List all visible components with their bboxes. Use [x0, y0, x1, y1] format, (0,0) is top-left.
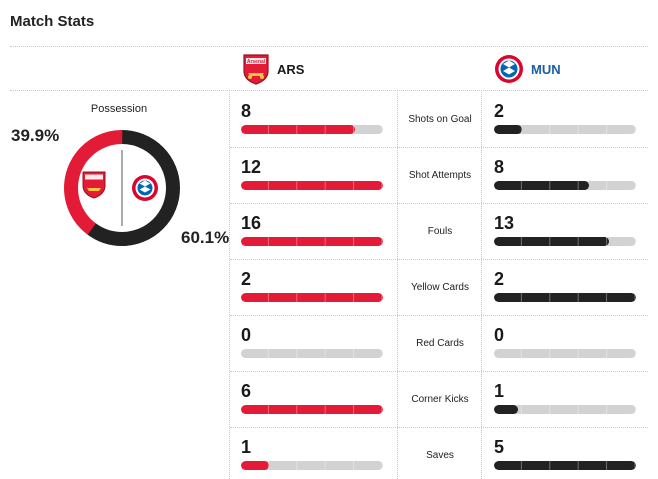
divider [10, 90, 648, 91]
stat-row: 12 Shot Attempts 8 [230, 147, 648, 203]
away-stat-bar-fill [494, 405, 519, 414]
divider [10, 46, 648, 47]
home-stat-bar-fill [241, 181, 383, 190]
column-divider [481, 90, 482, 479]
stat-row: 0 Red Cards 0 [230, 315, 648, 371]
home-stat-value: 2 [241, 269, 252, 289]
home-stat-bar-fill [241, 461, 270, 470]
row-divider [230, 259, 648, 260]
home-stat-bar-fill [241, 237, 383, 246]
away-stat-bar-fill [494, 237, 610, 246]
row-divider [230, 147, 648, 148]
away-stat-value: 5 [494, 437, 505, 457]
stat-label: Saves [426, 449, 454, 461]
away-possession-pct: 60.1% [181, 228, 230, 247]
away-stat-bar [494, 293, 636, 302]
home-stat-bar [241, 237, 383, 246]
away-stat-bar [494, 461, 636, 470]
page-title: Match Stats [10, 13, 95, 30]
away-stat-bar [494, 237, 636, 246]
possession-label: Possession [90, 103, 148, 115]
away-stat-bar [494, 181, 636, 190]
away-stat-bar-fill [494, 181, 590, 190]
bayern-crest-icon [495, 55, 523, 83]
bayern-crest-icon [132, 175, 158, 201]
stat-row: 1 Saves 5 [230, 427, 648, 479]
row-divider [230, 315, 648, 316]
home-stat-bar [241, 181, 383, 190]
home-stat-bar [241, 349, 383, 358]
home-stat-bar-fill [241, 405, 383, 414]
column-divider [397, 90, 398, 479]
away-stat-bar [494, 125, 636, 134]
row-divider [230, 203, 648, 204]
away-stat-value: 13 [494, 213, 515, 233]
stat-label: Shot Attempts [408, 169, 472, 181]
stat-row: 16 Fouls 13 [230, 203, 648, 259]
stat-label: Yellow Cards [411, 281, 469, 293]
stat-label: Shots on Goal [408, 113, 472, 125]
row-divider [230, 427, 648, 428]
away-stat-bar-fill [494, 293, 636, 302]
home-stat-bar [241, 293, 383, 302]
away-team-header[interactable]: MUN [494, 52, 561, 86]
away-stat-bar-fill [494, 125, 523, 134]
home-stat-bar [241, 125, 383, 134]
arsenal-crest-icon [82, 171, 106, 199]
stat-row: 8 Shots on Goal 2 [230, 91, 648, 147]
away-stat-value: 1 [494, 381, 505, 401]
home-stat-bar [241, 461, 383, 470]
home-stat-value: 16 [241, 213, 262, 233]
stat-label: Red Cards [416, 337, 464, 349]
home-team-header[interactable]: Arsenal ARS [242, 52, 304, 86]
home-stat-value: 1 [241, 437, 252, 457]
crest-lettering: Arsenal [247, 59, 266, 65]
home-team-abbr: ARS [277, 61, 305, 77]
stat-label: Fouls [427, 225, 453, 237]
home-stat-bar-fill [241, 293, 383, 302]
stat-row: 2 Yellow Cards 2 [230, 259, 648, 315]
home-stat-value: 12 [241, 157, 262, 177]
home-stat-value: 0 [241, 325, 252, 345]
away-stat-value: 0 [494, 325, 505, 345]
away-stat-bar [494, 349, 636, 358]
away-stat-value: 2 [494, 101, 505, 121]
arsenal-crest-icon: Arsenal [243, 54, 269, 85]
home-stat-bar [241, 405, 383, 414]
away-stat-bar-fill [494, 461, 636, 470]
home-stat-value: 6 [241, 381, 252, 401]
home-stat-bar-fill [241, 125, 355, 134]
column-divider [229, 90, 230, 479]
home-possession-pct: 39.9% [11, 126, 60, 145]
stat-row: 6 Corner Kicks 1 [230, 371, 648, 427]
away-stat-value: 8 [494, 157, 505, 177]
away-team-abbr: MUN [531, 61, 561, 77]
away-stat-value: 2 [494, 269, 505, 289]
home-stat-value: 8 [241, 101, 252, 121]
row-divider [230, 371, 648, 372]
away-stat-bar [494, 405, 636, 414]
possession-donut-chart [64, 130, 180, 246]
stat-label: Corner Kicks [411, 393, 469, 405]
